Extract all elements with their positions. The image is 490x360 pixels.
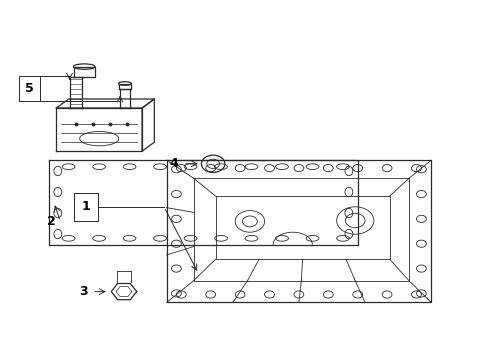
Text: 1: 1 xyxy=(81,201,90,213)
Text: 4: 4 xyxy=(170,157,178,170)
Text: 2: 2 xyxy=(47,215,56,228)
Text: 5: 5 xyxy=(25,82,34,95)
Text: 3: 3 xyxy=(79,285,88,298)
